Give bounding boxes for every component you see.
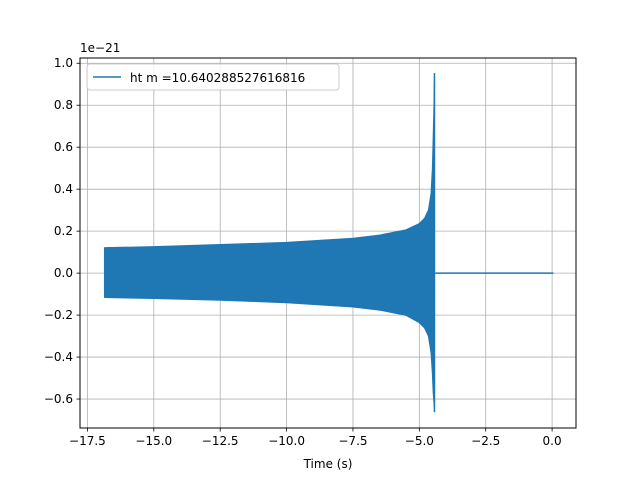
y-tick-label: 1.0 xyxy=(54,56,73,70)
x-tick-label: −17.5 xyxy=(69,434,106,448)
y-offset-label: 1e−21 xyxy=(80,41,120,55)
x-axis: −17.5 −15.0 −12.5 −10.0 −7.5 −5.0 −2.5 0.0 xyxy=(69,428,562,448)
x-tick-label: 0.0 xyxy=(543,434,562,448)
legend-label: ht m =10.640288527616816 xyxy=(130,71,305,85)
legend: ht m =10.640288527616816 xyxy=(86,63,340,91)
y-tick-label: 0.0 xyxy=(54,266,73,280)
plot-area xyxy=(103,72,554,413)
x-tick-label: −5.0 xyxy=(405,434,434,448)
axes-frame xyxy=(79,57,577,429)
x-tick-label: −2.5 xyxy=(471,434,500,448)
y-tick-label: 0.8 xyxy=(54,98,73,112)
y-axis: −0.6 −0.4 −0.2 0.0 0.2 0.4 0.6 0.8 1.0 xyxy=(44,56,80,406)
y-tick-label: −0.2 xyxy=(44,308,73,322)
y-tick-label: 0.6 xyxy=(54,140,73,154)
y-tick-label: 0.2 xyxy=(54,224,73,238)
grid xyxy=(80,58,576,428)
y-tick-label: −0.4 xyxy=(44,350,73,364)
x-axis-label: Time (s) xyxy=(303,457,353,471)
x-tick-label: −7.5 xyxy=(338,434,367,448)
x-tick-label: −10.0 xyxy=(268,434,305,448)
x-tick-label: −12.5 xyxy=(202,434,239,448)
legend-box xyxy=(86,63,340,91)
x-tick-label: −15.0 xyxy=(135,434,172,448)
y-tick-label: 0.4 xyxy=(54,182,73,196)
y-tick-label: −0.6 xyxy=(44,392,73,406)
waveform-envelope xyxy=(103,72,436,413)
